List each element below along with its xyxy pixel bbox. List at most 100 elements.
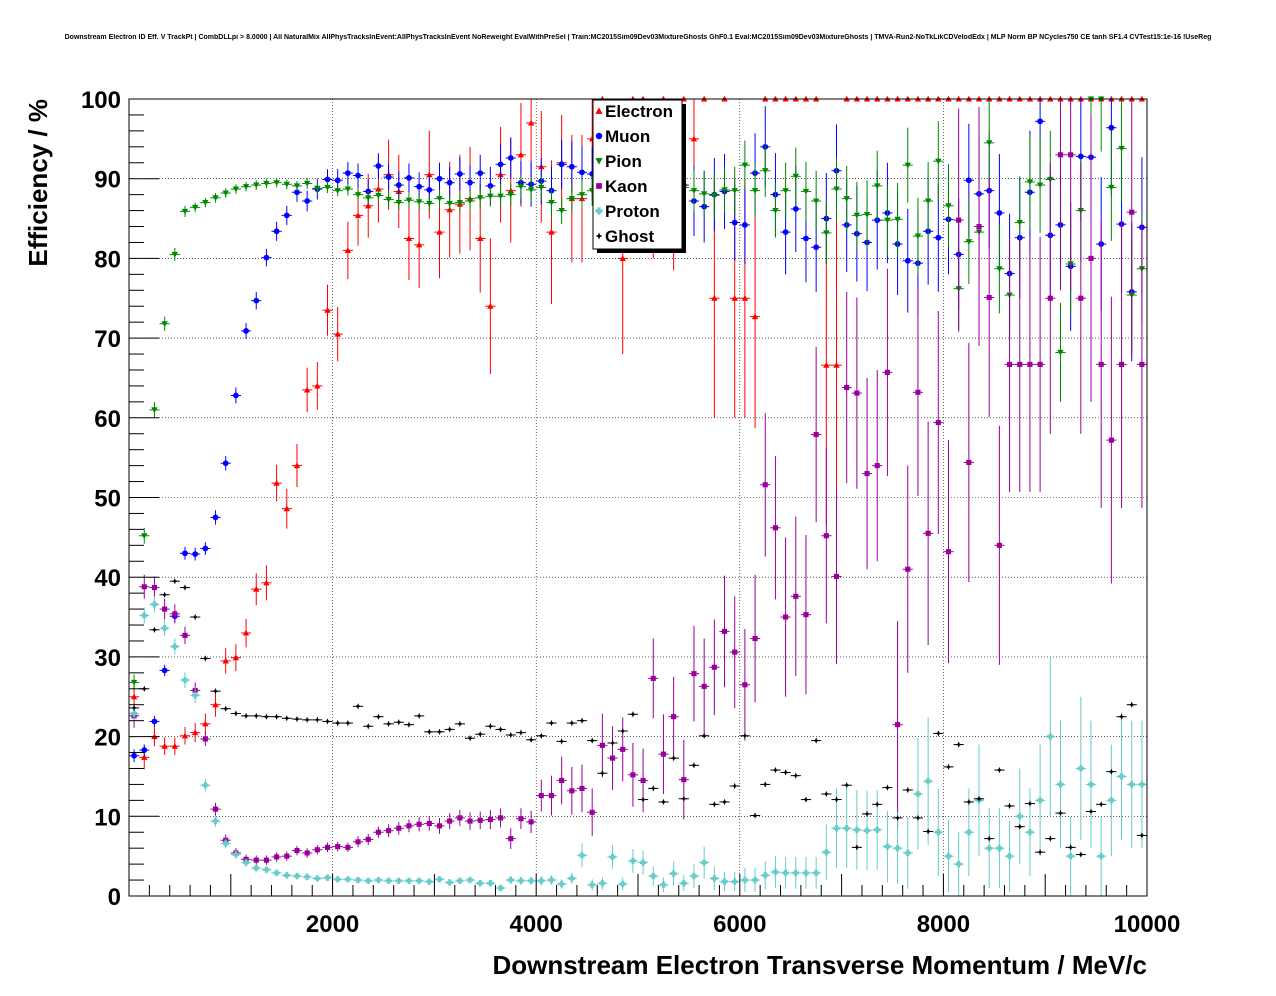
data-point-kaon: [648, 638, 659, 719]
series-proton: [129, 596, 1147, 896]
data-point-ghost: [892, 814, 903, 822]
data-point-proton: [342, 876, 353, 883]
data-point-kaon: [1096, 220, 1107, 508]
data-point-kaon: [322, 842, 333, 853]
legend-marker: [595, 232, 603, 240]
grid-lines: [129, 99, 1147, 896]
data-point-ghost: [882, 784, 893, 791]
data-point-kaon: [627, 742, 638, 807]
data-point-proton: [1045, 656, 1056, 817]
data-point-pion: [271, 177, 282, 188]
data-point-proton: [902, 817, 913, 889]
data-point-kaon: [536, 779, 547, 812]
data-point-ghost: [688, 762, 700, 769]
data-point-proton: [139, 607, 150, 624]
data-point-proton: [261, 866, 272, 873]
data-point-kaon: [984, 177, 995, 418]
data-point-pion: [546, 189, 557, 217]
data-points: [129, 95, 1147, 896]
data-point-proton: [1004, 820, 1015, 893]
data-point-kaon: [861, 377, 873, 570]
data-point-muon: [739, 185, 750, 264]
data-point-kaon: [1045, 162, 1056, 434]
data-point-kaon: [352, 836, 364, 848]
data-point-ghost: [1024, 800, 1036, 807]
data-point-kaon: [760, 413, 771, 557]
data-point-ghost: [251, 712, 262, 720]
data-point-kaon: [882, 268, 893, 476]
legend-label: Proton: [605, 202, 660, 221]
data-point-kaon: [210, 802, 221, 816]
data-point-proton: [749, 868, 761, 893]
data-point-pion: [800, 161, 812, 221]
data-point-proton: [678, 875, 689, 892]
data-point-pion: [352, 188, 364, 202]
data-point-ghost: [709, 801, 720, 808]
data-point-proton: [322, 874, 333, 881]
data-point-kaon: [159, 598, 170, 620]
data-point-ghost: [617, 727, 628, 735]
legend-label: Ghost: [605, 227, 654, 246]
data-point-kaon: [1085, 114, 1097, 402]
data-point-ghost: [363, 723, 374, 730]
data-point-pion: [699, 172, 710, 216]
data-point-proton: [169, 638, 180, 655]
data-point-kaon: [1116, 220, 1127, 508]
data-point-muon: [393, 171, 404, 199]
legend-box: [592, 99, 683, 250]
data-point-pion: [526, 177, 537, 202]
data-point-kaon: [424, 816, 435, 831]
data-point-kaon: [261, 855, 272, 865]
data-point-proton: [607, 844, 618, 869]
data-point-proton: [434, 876, 445, 883]
data-point-ghost: [566, 719, 577, 727]
data-point-kaon: [1004, 236, 1015, 492]
data-point-ghost: [230, 710, 241, 717]
data-point-proton: [648, 866, 659, 886]
data-point-muon: [454, 157, 465, 191]
data-point-ghost: [1126, 701, 1137, 708]
data-point-ghost: [1096, 801, 1107, 808]
data-point-pion: [230, 184, 241, 194]
data-point-pion: [515, 174, 527, 199]
series-kaon: [129, 99, 1147, 865]
data-point-ghost: [719, 798, 730, 806]
data-point-proton: [953, 832, 964, 896]
data-point-muon: [475, 154, 486, 192]
data-point-kaon: [139, 574, 150, 599]
data-point-kaon: [709, 619, 720, 716]
data-point-pion: [342, 182, 353, 196]
data-point-ghost: [973, 795, 985, 802]
data-point-pion: [220, 188, 231, 198]
data-point-kaon: [1014, 236, 1025, 492]
data-point-pion: [1096, 96, 1107, 152]
data-point-kaon: [454, 809, 465, 826]
data-point-kaon: [678, 739, 689, 820]
data-point-kaon: [841, 291, 852, 484]
data-point-proton: [933, 788, 944, 877]
data-point-pion: [749, 165, 761, 217]
data-point-kaon: [169, 604, 180, 624]
data-point-pion: [882, 184, 893, 257]
data-point-ghost: [760, 781, 771, 788]
data-point-pion: [373, 188, 384, 203]
data-point-pion: [709, 173, 720, 218]
data-point-kaon: [363, 833, 374, 845]
data-point-ghost: [984, 835, 995, 842]
data-point-proton: [352, 876, 364, 884]
data-point-kaon: [1136, 220, 1147, 508]
data-point-kaon: [1024, 236, 1036, 492]
data-point-proton: [383, 877, 394, 885]
data-point-kaon: [902, 465, 913, 673]
data-point-kaon: [1126, 99, 1137, 356]
data-point-ghost: [546, 719, 557, 727]
data-point-ghost: [597, 770, 608, 777]
legend-label: Pion: [605, 152, 642, 171]
chart-title: Downstream Electron ID Eff. V TrackPt | …: [64, 34, 1212, 41]
data-point-proton: [1126, 720, 1137, 849]
data-point-kaon: [444, 813, 455, 830]
legend-marker: [595, 207, 603, 215]
y-tick-label: 40: [94, 565, 121, 592]
data-point-ghost: [1035, 848, 1046, 856]
